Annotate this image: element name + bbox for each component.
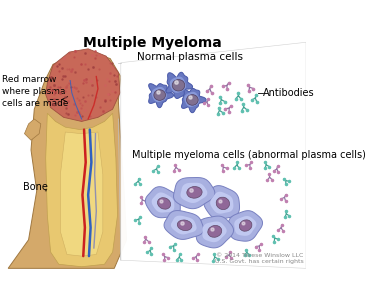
Polygon shape [234, 216, 256, 236]
Ellipse shape [187, 187, 202, 198]
Polygon shape [24, 119, 41, 140]
Ellipse shape [172, 80, 185, 91]
Ellipse shape [239, 220, 252, 231]
Ellipse shape [158, 198, 171, 209]
Polygon shape [171, 216, 196, 234]
Ellipse shape [216, 197, 229, 210]
Polygon shape [181, 88, 206, 113]
Polygon shape [174, 178, 215, 209]
Text: Normal plasma cells: Normal plasma cells [137, 52, 243, 62]
Ellipse shape [186, 94, 198, 105]
Polygon shape [204, 186, 240, 219]
Text: Bone: Bone [23, 182, 48, 192]
Polygon shape [60, 132, 103, 256]
Polygon shape [152, 87, 167, 102]
Polygon shape [146, 187, 180, 218]
Polygon shape [180, 183, 207, 203]
Polygon shape [46, 113, 117, 267]
Ellipse shape [154, 90, 165, 100]
Polygon shape [170, 76, 186, 93]
Polygon shape [46, 49, 120, 122]
Polygon shape [164, 211, 204, 239]
Polygon shape [202, 221, 226, 242]
Polygon shape [210, 192, 233, 214]
Polygon shape [148, 84, 174, 108]
Text: © 2014 Terese Winslow LLC
U.S. Govt. has certain rights: © 2014 Terese Winslow LLC U.S. Govt. has… [215, 253, 304, 264]
Text: Multiple Myeloma: Multiple Myeloma [83, 36, 222, 50]
Polygon shape [184, 92, 200, 107]
Text: Red marrow
where plasma
cells are made: Red marrow where plasma cells are made [3, 75, 69, 107]
Text: Antibodies: Antibodies [263, 88, 315, 98]
Ellipse shape [208, 226, 222, 237]
Polygon shape [152, 192, 174, 213]
Polygon shape [121, 42, 306, 268]
Polygon shape [166, 72, 193, 98]
Ellipse shape [177, 220, 192, 230]
Polygon shape [8, 50, 126, 268]
Polygon shape [196, 216, 234, 248]
Text: Multiple myeloma cells (abnormal plasma cells): Multiple myeloma cells (abnormal plasma … [132, 150, 366, 160]
Polygon shape [228, 211, 262, 241]
